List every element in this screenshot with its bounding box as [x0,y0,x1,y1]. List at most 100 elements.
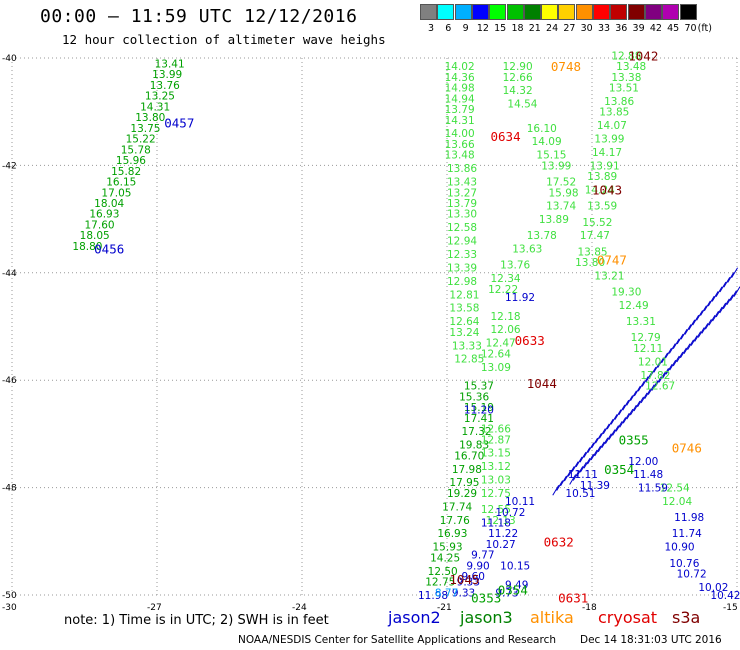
track-tick [567,466,575,477]
track-tick [676,333,684,345]
satellite-jason2: jason2 [388,608,441,627]
swh-value: 12.55 [481,504,511,516]
track-tick [626,408,634,420]
track-tick [583,447,591,458]
legend-swatch-3 [420,4,437,20]
track-tick [645,371,653,383]
track-tick [619,417,627,428]
swh-value: 12.88 [611,50,641,62]
y-tick-label: -42 [2,161,17,171]
swh-value: 17.05 [101,187,131,199]
track-tick [576,466,584,477]
swh-value: 16.70 [454,450,484,462]
satellite-altika: altika [530,608,574,627]
page-title: 00:00 — 11:59 UTC 12/12/2016 [40,6,358,27]
swh-value: 13.48 [445,150,475,162]
legend-swatch-24 [541,4,559,20]
track-tick [708,314,716,326]
swh-value: 16.93 [89,209,119,221]
swh-value: 12.47 [486,338,516,350]
pass-time-label: 0631 [558,591,588,606]
legend-swatch-12 [471,4,489,20]
swh-value: 17.52 [546,177,576,189]
pass-time-label: 0456 [94,242,124,257]
legend-swatch-33 [593,4,610,20]
swh-value: 14.94 [445,93,475,105]
swh-value: 13.89 [587,171,617,183]
swh-value: 19.30 [611,287,641,299]
legend-label-9: 9 [462,23,469,34]
satellite-cryosat: cryosat [598,608,658,627]
swh-value: 10.90 [665,542,695,554]
swh-value: 11.98 [418,590,448,602]
swh-value: 10.42 [710,590,740,602]
swh-value: 13.66 [445,139,475,151]
track-tick [703,300,711,312]
swh-value: 15.78 [121,144,151,156]
x-tick-label: -18 [582,603,597,613]
swh-value: 14.09 [532,136,562,148]
swh-value: 14.25 [430,552,460,564]
track-tick [657,357,665,368]
track-tick [658,372,666,383]
swh-value: 17.32 [462,426,492,438]
legend-swatch-9 [454,4,472,20]
track-tick [587,453,594,465]
track-tick [723,276,731,288]
swh-value: 13.15 [481,448,511,460]
track-tick [629,404,637,416]
swh-value: 13.85 [599,107,629,119]
legend-label-70: 70 [684,23,697,34]
x-tick-label: -30 [2,603,17,613]
swh-value: 12.49 [619,300,649,312]
track-tick [610,414,618,425]
track-tick [688,319,696,331]
y-tick-label: -46 [2,376,17,386]
legend-swatch-45 [662,4,680,20]
track-tick [597,441,605,453]
x-tick-label: -15 [723,603,738,613]
track-tick [665,347,672,359]
legend-label-42: 42 [649,23,662,34]
track-tick [633,400,641,412]
swh-value: 12.00 [628,456,658,468]
swh-value: 17.98 [452,464,482,476]
swh-value: 12.87 [481,434,511,446]
pass-time-label: 0355 [619,432,649,447]
swh-value: 10.76 [669,558,699,570]
track-tick [722,298,730,310]
swh-value: 12.98 [447,276,477,288]
swh-value: 9.33 [457,577,480,589]
pass-time-label: 0354 [498,583,528,598]
track-tick [662,368,669,379]
track-tick [575,456,583,468]
track-tick [715,286,723,297]
swh-value: 15.22 [126,134,156,146]
pass-time-label: 0354 [604,462,634,477]
legend-swatch-36 [610,4,628,20]
track-tick [676,351,684,363]
track-tick [579,462,587,473]
swh-value: 12.64 [481,348,511,360]
swh-value: 10.15 [500,560,530,572]
swh-value: 11.39 [580,480,610,492]
swh-value: 12.81 [449,289,479,301]
track-tick [704,319,712,330]
swh-value: 12.66 [503,72,533,84]
satellite-s3a: s3a [672,608,701,627]
legend-swatch-6 [437,4,455,20]
y-tick-label: -40 [2,54,17,64]
swh-value: 17.76 [440,515,470,527]
swh-value: 17.82 [640,370,670,382]
track-tick [572,470,580,481]
pass-time-label: 0353 [471,591,501,606]
swh-value: 15.52 [582,217,612,229]
swh-value: 13.79 [447,198,477,210]
legend-label-27: 27 [563,23,576,34]
legend-label-18: 18 [511,23,524,34]
track-tick [700,305,707,316]
legend-swatch-39 [627,4,645,20]
pass-time-label: 1044 [527,376,557,391]
track-tick [641,376,649,387]
footer-date: Dec 14 18:31:03 UTC 2016 [580,634,722,646]
